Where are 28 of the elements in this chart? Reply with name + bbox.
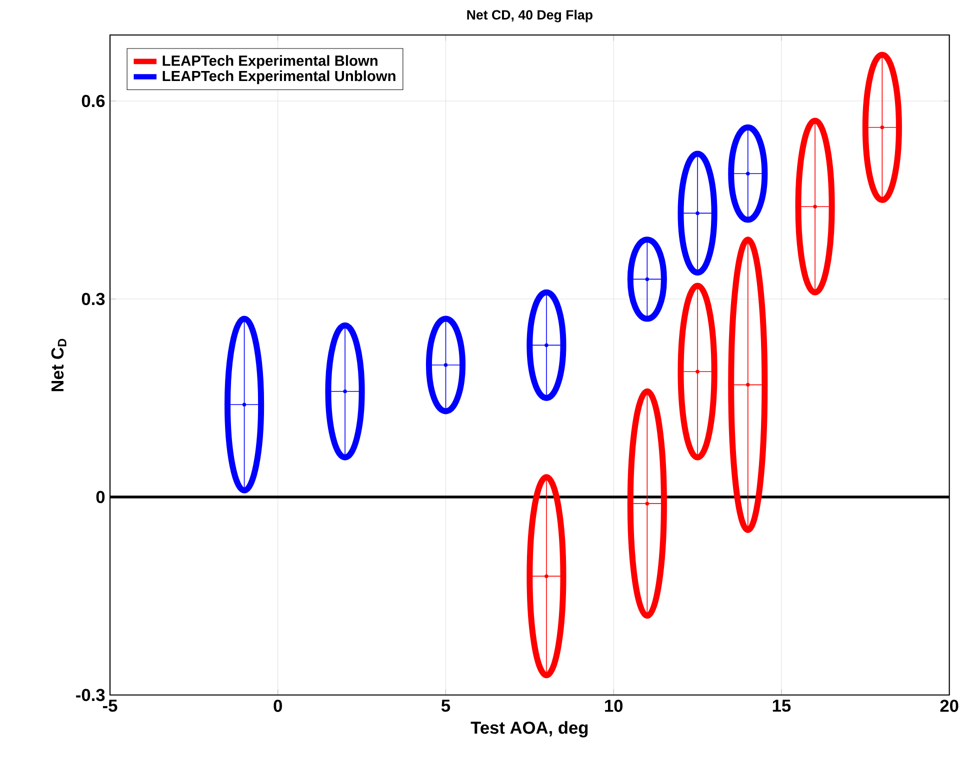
point (444, 363, 448, 367)
x-tick-label: 10 (605, 700, 623, 712)
point (242, 402, 246, 406)
x-tick-label: -5 (102, 700, 118, 712)
chart-title: Net CD, 40 Deg Flap (467, 10, 592, 22)
x-axis-title: Test AOA, deg (470, 721, 588, 738)
y-axis-title: Net C$_{D}$ (51, 338, 66, 392)
x-tick-label: 5 (441, 700, 450, 712)
point (746, 172, 750, 176)
legend-label: LEAPTech Experimental Unblown (162, 70, 396, 84)
point (696, 370, 700, 374)
point (544, 343, 548, 348)
y-tick-label: -0.3 (76, 688, 105, 702)
point (813, 204, 817, 208)
point (544, 574, 548, 578)
legend-label: LEAPTech Experimental Blown (162, 55, 378, 69)
point (696, 211, 700, 216)
y-tick-label: 0.3 (82, 292, 105, 306)
y-tick-label: 0.6 (82, 94, 105, 108)
x-tick-label: 15 (772, 700, 791, 712)
point (645, 502, 650, 506)
point (746, 382, 750, 387)
point (880, 126, 884, 130)
x-tick-label: 0 (274, 700, 282, 712)
point (645, 277, 650, 282)
y-tick-label: 0 (96, 490, 105, 504)
point (343, 390, 347, 394)
x-tick-label: 20 (940, 700, 958, 712)
